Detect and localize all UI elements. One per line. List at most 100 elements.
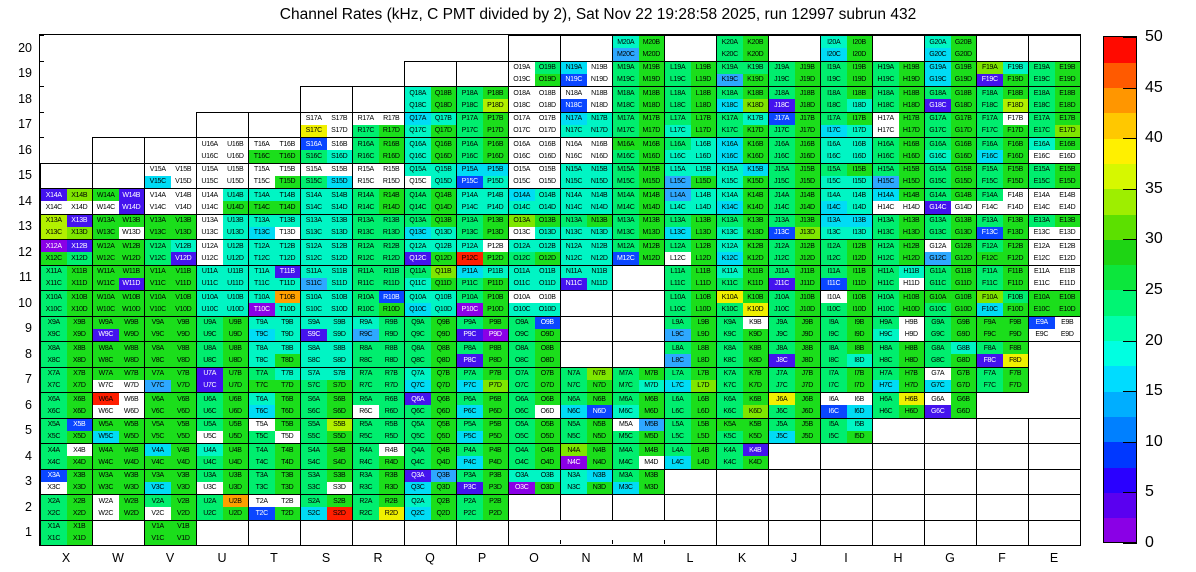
channel-cell: F8D — [1002, 354, 1028, 367]
channel-cell: N18D — [586, 99, 612, 112]
channel-cell: K16C — [717, 150, 743, 163]
channel-group: R4A R4B R4C R4D — [352, 443, 405, 470]
channel-cell: L11B — [690, 265, 716, 278]
channel-cell: P10A — [457, 291, 483, 304]
channel-cell: R16D — [378, 150, 404, 163]
colorbar-frame — [1103, 36, 1137, 543]
channel-group: Q13A Q13B Q13C Q13D — [404, 213, 457, 240]
channel-cell: Q4D — [430, 456, 456, 469]
channel-cell: E16D — [1054, 150, 1080, 163]
channel-cell: V8B — [170, 342, 196, 355]
channel-cell: W10D — [118, 303, 144, 316]
channel-group: S5A S5B S5C S5D — [300, 417, 353, 444]
x-axis-label: L — [686, 551, 694, 565]
channel-cell: T10D — [274, 303, 300, 316]
empty-cell-box — [976, 443, 1029, 470]
channel-cell: X2A — [41, 495, 67, 508]
channel-cell: H12C — [873, 252, 899, 265]
empty-cell-box — [924, 468, 977, 495]
channel-cell: J11A — [769, 265, 795, 278]
channel-cell: H11C — [873, 277, 899, 290]
channel-group: Q2A Q2B Q2C Q2D — [404, 494, 457, 521]
channel-cell: Q18A — [405, 87, 431, 100]
channel-group: F18A F18B F18C F18D — [976, 86, 1029, 113]
channel-cell: G20B — [950, 36, 976, 49]
channel-cell: P4C — [457, 456, 483, 469]
channel-cell: H12B — [898, 240, 924, 253]
channel-group: S10A S10B S10C S10D — [300, 290, 353, 317]
channel-group: I15A I15B I15C I15D — [820, 162, 873, 189]
channel-cell: P3B — [482, 469, 508, 482]
empty-cell-box — [92, 519, 145, 546]
channel-cell: S6A — [301, 393, 327, 406]
channel-cell: U12C — [197, 252, 223, 265]
empty-cell-box — [40, 162, 93, 189]
channel-cell: J9B — [794, 316, 820, 329]
channel-group: Q6A Q6B Q6C Q6D — [404, 392, 457, 419]
channel-cell: P13D — [482, 226, 508, 239]
channel-cell: E17A — [1029, 112, 1055, 125]
channel-cell: Q10B — [430, 291, 456, 304]
y-axis-label: 3 — [25, 474, 32, 489]
channel-cell: G8D — [950, 354, 976, 367]
channel-cell: S11A — [301, 265, 327, 278]
channel-cell: R8C — [353, 354, 379, 367]
channel-cell: X9C — [41, 328, 67, 341]
channel-cell: M15A — [613, 163, 639, 176]
channel-group: P6A P6B P6C P6D — [456, 392, 509, 419]
empty-cell-box — [976, 494, 1029, 521]
channel-cell: G10D — [950, 303, 976, 316]
channel-cell: Q13D — [430, 226, 456, 239]
channel-cell: N11D — [586, 277, 612, 290]
channel-cell: I7B — [846, 367, 872, 380]
channel-cell: K13B — [742, 214, 768, 227]
channel-cell: X13C — [41, 226, 67, 239]
channel-cell: W8A — [93, 342, 119, 355]
y-axis-label: 9 — [25, 321, 32, 336]
channel-cell: E13D — [1054, 226, 1080, 239]
channel-cell: V11B — [170, 265, 196, 278]
channel-cell: H8A — [873, 342, 899, 355]
channel-cell: X14C — [41, 201, 67, 214]
channel-cell: R16A — [353, 138, 379, 151]
channel-cell: H16B — [898, 138, 924, 151]
channel-cell: U6D — [222, 405, 248, 418]
channel-cell: J7B — [794, 367, 820, 380]
channel-cell: U7C — [197, 379, 223, 392]
channel-group: S6A S6B S6C S6D — [300, 392, 353, 419]
channel-group: W8A W8B W8C W8D — [92, 341, 145, 368]
channel-group: V12A V12B V12C V12D — [144, 239, 197, 266]
channel-cell: N6D — [586, 405, 612, 418]
channel-cell: E16C — [1029, 150, 1055, 163]
channel-cell: N15C — [561, 175, 587, 188]
channel-cell: W11C — [93, 277, 119, 290]
channel-cell: T7A — [249, 367, 275, 380]
channel-cell: P9C — [457, 328, 483, 341]
channel-cell: P16D — [482, 150, 508, 163]
channel-cell: N7D — [586, 379, 612, 392]
empty-cell-box — [716, 519, 769, 546]
channel-cell: F10C — [977, 303, 1003, 316]
channel-cell: S5D — [326, 430, 352, 443]
channel-cell: P12A — [457, 240, 483, 253]
channel-group: P5A P5B P5C P5D — [456, 417, 509, 444]
channel-cell: K8D — [742, 354, 768, 367]
channel-cell: X8A — [41, 342, 67, 355]
channel-cell: G9A — [925, 316, 951, 329]
channel-cell: M17D — [638, 124, 664, 137]
channel-cell: N13D — [586, 226, 612, 239]
channel-cell: N18A — [561, 87, 587, 100]
channel-cell: F8A — [977, 342, 1003, 355]
channel-cell: X6D — [66, 405, 92, 418]
empty-cell-box — [612, 290, 665, 317]
channel-cell: I16C — [821, 150, 847, 163]
channel-cell: W9D — [118, 328, 144, 341]
channel-group: W3A W3B W3C W3D — [92, 468, 145, 495]
channel-cell: K8C — [717, 354, 743, 367]
channel-cell: N14A — [561, 189, 587, 202]
channel-cell: I19D — [846, 73, 872, 86]
channel-group: P7A P7B P7C P7D — [456, 366, 509, 393]
channel-cell: M12C — [613, 252, 639, 265]
channel-cell: L8C — [665, 354, 691, 367]
channel-cell: S11C — [301, 277, 327, 290]
